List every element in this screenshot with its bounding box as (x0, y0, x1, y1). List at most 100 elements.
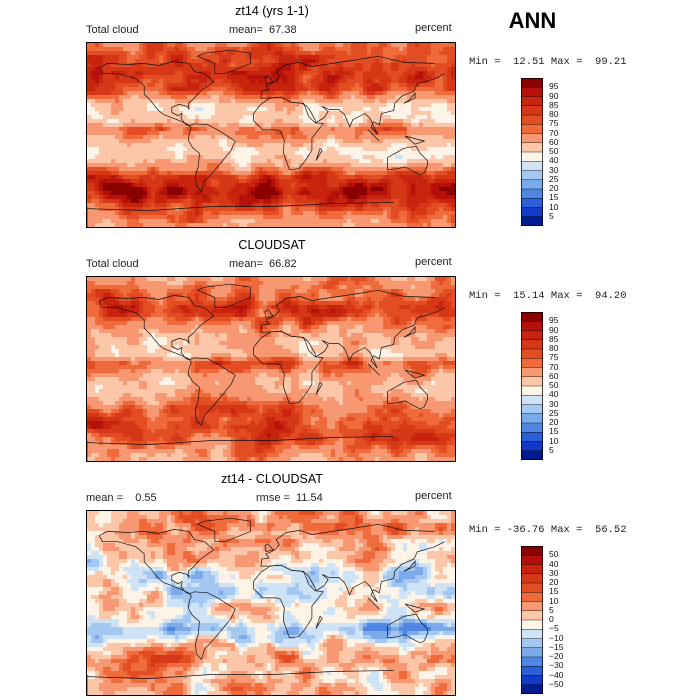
heat-cell (255, 139, 260, 144)
heat-cell (415, 63, 420, 68)
heat-cell (147, 207, 152, 212)
heat-cell (295, 127, 300, 132)
heat-cell (411, 163, 416, 168)
heat-cell (123, 47, 128, 52)
heat-cell (363, 91, 368, 96)
heat-cell (155, 285, 160, 290)
heat-cell (271, 55, 276, 60)
heat-cell (291, 171, 296, 176)
heat-cell (295, 119, 300, 124)
heat-cell (167, 63, 172, 68)
heat-cell (311, 91, 316, 96)
heat-cell (103, 203, 108, 208)
heat-cell (303, 115, 308, 120)
heat-cell (223, 305, 228, 310)
heat-cell (287, 223, 292, 227)
heat-cell (287, 281, 292, 286)
heat-cell (199, 159, 204, 164)
heat-cell (391, 123, 396, 128)
heat-cell (323, 281, 328, 286)
heat-cell (235, 297, 240, 302)
heat-cell (335, 119, 340, 124)
heat-cell (383, 71, 388, 76)
heat-cell (287, 219, 292, 224)
heat-cell (195, 293, 200, 298)
heat-cell (207, 163, 212, 168)
heat-cell (87, 131, 92, 136)
heat-cell (187, 207, 192, 212)
heat-cell (255, 43, 260, 48)
heat-cell (375, 135, 380, 140)
heat-cell (135, 203, 140, 208)
heat-cell (143, 51, 148, 56)
heat-cell (291, 223, 296, 227)
heat-cell (275, 119, 280, 124)
heat-cell (207, 277, 212, 282)
heat-cell (379, 135, 384, 140)
heat-cell (111, 79, 116, 84)
heat-cell (335, 191, 340, 196)
heat-cell (223, 179, 228, 184)
heat-cell (167, 87, 172, 92)
heat-cell (323, 151, 328, 156)
heat-cell (339, 127, 344, 132)
heat-cell (103, 51, 108, 56)
heat-cell (187, 47, 192, 52)
heat-cell (99, 111, 104, 116)
heat-cell (375, 281, 380, 286)
heat-cell (223, 281, 228, 286)
heat-cell (371, 75, 376, 80)
heat-cell (219, 163, 224, 168)
heat-cell (339, 47, 344, 52)
heat-cell (167, 297, 172, 302)
heat-cell (355, 139, 360, 144)
heat-cell (91, 163, 96, 168)
heat-cell (111, 155, 116, 160)
heat-cell (323, 219, 328, 224)
heat-cell (131, 277, 136, 282)
heat-cell (99, 293, 104, 298)
heat-cell (295, 135, 300, 140)
heat-cell (259, 155, 264, 160)
heat-cell (399, 281, 404, 286)
heat-cell (135, 99, 140, 104)
heat-cell (223, 171, 228, 176)
heat-cell (227, 111, 232, 116)
heat-cell (131, 171, 136, 176)
heat-cell (159, 119, 164, 124)
heat-cell (279, 289, 284, 294)
heat-cell (195, 199, 200, 204)
heat-cell (383, 67, 388, 72)
heat-cell (371, 135, 376, 140)
heat-cell (91, 119, 96, 124)
heat-cell (287, 123, 292, 128)
heat-cell (279, 71, 284, 76)
heat-cell (211, 195, 216, 200)
heat-cell (219, 277, 224, 282)
heat-cell (327, 219, 332, 224)
heat-cell (335, 143, 340, 148)
heat-cell (351, 203, 356, 208)
heat-cell (331, 139, 336, 144)
heat-cell (223, 219, 228, 224)
heat-cell (167, 289, 172, 294)
coastline (98, 61, 215, 127)
heat-cell (171, 195, 176, 200)
panel2-title: CLOUDSAT (238, 238, 306, 252)
heat-cell (371, 147, 376, 152)
heat-cell (111, 91, 116, 96)
heat-cell (91, 297, 96, 302)
heat-cell (291, 305, 296, 310)
heat-cell (271, 63, 276, 68)
heat-cell (415, 95, 420, 100)
heat-cell (399, 191, 404, 196)
heat-cell (159, 107, 164, 112)
heat-cell (251, 151, 256, 156)
heat-cell (107, 123, 112, 128)
heat-cell (399, 293, 404, 298)
heat-cell (87, 183, 92, 188)
heat-cell (131, 215, 136, 220)
heat-cell (95, 139, 100, 144)
heat-cell (91, 277, 96, 282)
heat-cell (299, 199, 304, 204)
